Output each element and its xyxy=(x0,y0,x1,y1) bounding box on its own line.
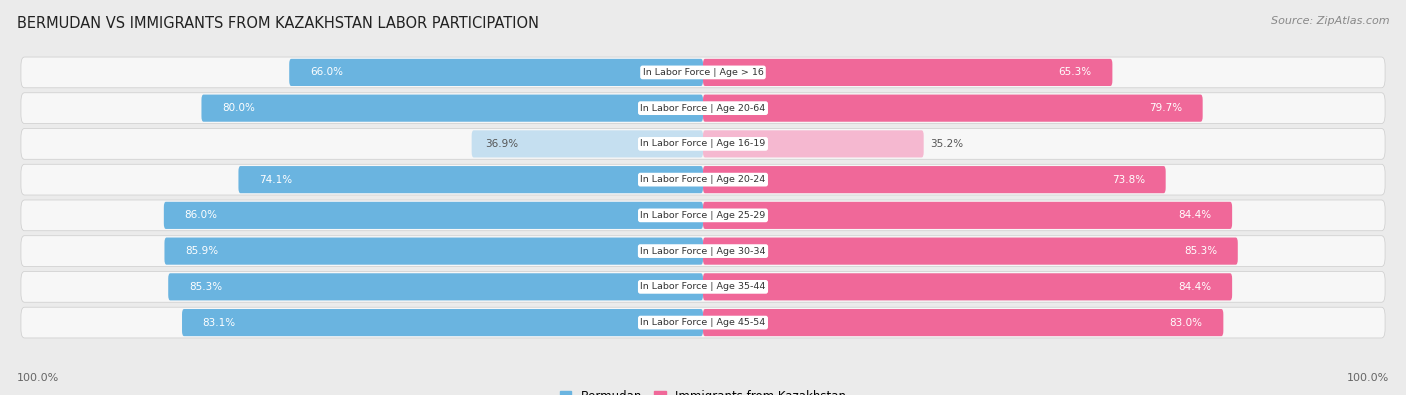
FancyBboxPatch shape xyxy=(703,94,1202,122)
FancyBboxPatch shape xyxy=(703,59,1112,86)
Text: 83.1%: 83.1% xyxy=(202,318,236,327)
FancyBboxPatch shape xyxy=(21,271,1385,302)
Text: 83.0%: 83.0% xyxy=(1170,318,1202,327)
FancyBboxPatch shape xyxy=(165,202,703,229)
Text: 100.0%: 100.0% xyxy=(1347,373,1389,383)
Text: 36.9%: 36.9% xyxy=(485,139,519,149)
Text: 80.0%: 80.0% xyxy=(222,103,254,113)
FancyBboxPatch shape xyxy=(21,128,1385,159)
FancyBboxPatch shape xyxy=(21,93,1385,124)
FancyBboxPatch shape xyxy=(703,237,1237,265)
FancyBboxPatch shape xyxy=(21,307,1385,338)
Text: 84.4%: 84.4% xyxy=(1178,282,1212,292)
Text: In Labor Force | Age > 16: In Labor Force | Age > 16 xyxy=(643,68,763,77)
Text: 66.0%: 66.0% xyxy=(309,68,343,77)
Text: 85.9%: 85.9% xyxy=(186,246,218,256)
FancyBboxPatch shape xyxy=(703,273,1232,301)
FancyBboxPatch shape xyxy=(165,237,703,265)
Text: 85.3%: 85.3% xyxy=(188,282,222,292)
FancyBboxPatch shape xyxy=(169,273,703,301)
FancyBboxPatch shape xyxy=(201,94,703,122)
FancyBboxPatch shape xyxy=(21,236,1385,267)
FancyBboxPatch shape xyxy=(703,166,1166,193)
Text: 86.0%: 86.0% xyxy=(184,211,218,220)
FancyBboxPatch shape xyxy=(703,202,1232,229)
FancyBboxPatch shape xyxy=(21,200,1385,231)
FancyBboxPatch shape xyxy=(703,309,1223,336)
Text: In Labor Force | Age 20-24: In Labor Force | Age 20-24 xyxy=(640,175,766,184)
FancyBboxPatch shape xyxy=(703,130,924,158)
Text: In Labor Force | Age 30-34: In Labor Force | Age 30-34 xyxy=(640,246,766,256)
Text: Source: ZipAtlas.com: Source: ZipAtlas.com xyxy=(1271,16,1389,26)
Text: 65.3%: 65.3% xyxy=(1059,68,1091,77)
FancyBboxPatch shape xyxy=(181,309,703,336)
Legend: Bermudan, Immigrants from Kazakhstan: Bermudan, Immigrants from Kazakhstan xyxy=(555,385,851,395)
FancyBboxPatch shape xyxy=(239,166,703,193)
Text: In Labor Force | Age 35-44: In Labor Force | Age 35-44 xyxy=(640,282,766,292)
FancyBboxPatch shape xyxy=(21,57,1385,88)
FancyBboxPatch shape xyxy=(471,130,703,158)
Text: 100.0%: 100.0% xyxy=(17,373,59,383)
Text: BERMUDAN VS IMMIGRANTS FROM KAZAKHSTAN LABOR PARTICIPATION: BERMUDAN VS IMMIGRANTS FROM KAZAKHSTAN L… xyxy=(17,16,538,31)
Text: In Labor Force | Age 16-19: In Labor Force | Age 16-19 xyxy=(640,139,766,149)
Text: In Labor Force | Age 45-54: In Labor Force | Age 45-54 xyxy=(640,318,766,327)
Text: In Labor Force | Age 25-29: In Labor Force | Age 25-29 xyxy=(640,211,766,220)
FancyBboxPatch shape xyxy=(21,164,1385,195)
Text: 85.3%: 85.3% xyxy=(1184,246,1218,256)
Text: 74.1%: 74.1% xyxy=(259,175,292,184)
Text: 79.7%: 79.7% xyxy=(1149,103,1182,113)
Text: 73.8%: 73.8% xyxy=(1112,175,1144,184)
Text: 84.4%: 84.4% xyxy=(1178,211,1212,220)
Text: In Labor Force | Age 20-64: In Labor Force | Age 20-64 xyxy=(640,103,766,113)
Text: 35.2%: 35.2% xyxy=(931,139,963,149)
FancyBboxPatch shape xyxy=(290,59,703,86)
